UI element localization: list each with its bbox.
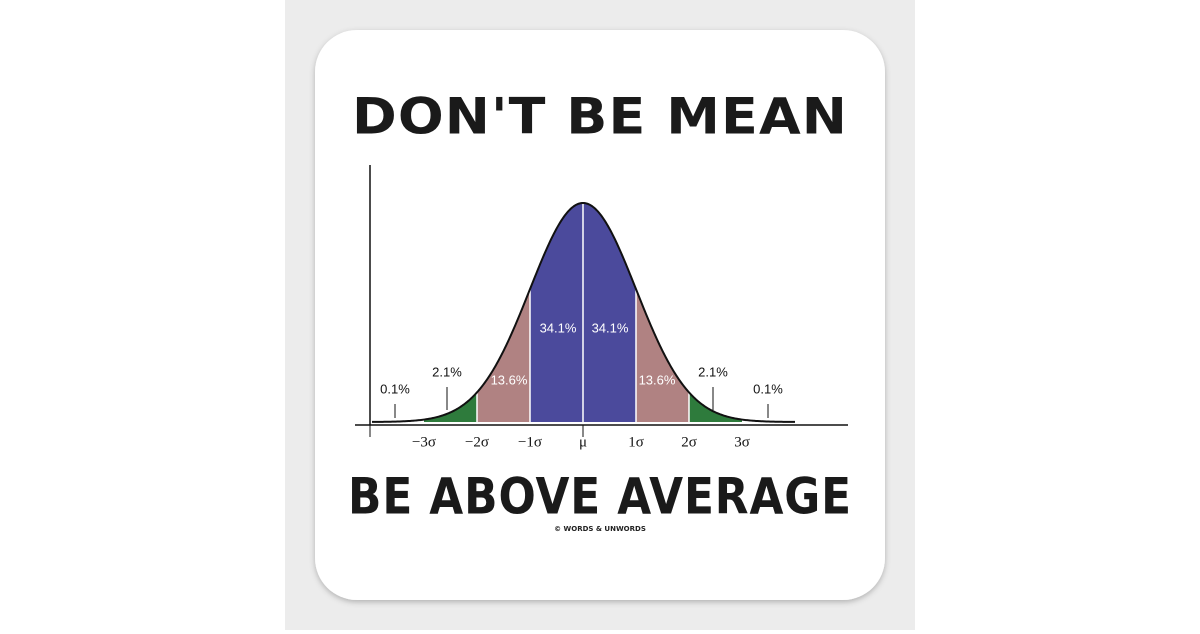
axis-label: 3σ: [734, 434, 750, 450]
region-label: 13.6%: [491, 372, 528, 387]
region-label: 34.1%: [592, 320, 629, 335]
bell-curve-diagram: 0.1% 2.1% 13.6% 34.1% 34.1% 13.6% 2.1% 0.1% −3σ −…: [355, 165, 848, 450]
subtitle: BE ABOVE AVERAGE: [348, 468, 852, 526]
region-label: 34.1%: [540, 320, 577, 335]
title: DON'T BE MEAN: [352, 88, 848, 146]
axis-label: −2σ: [465, 434, 489, 450]
axis-label: −3σ: [412, 434, 436, 450]
axis-label: −1σ: [518, 434, 542, 450]
region-label: 2.1%: [432, 364, 462, 379]
region-label: 2.1%: [698, 364, 728, 379]
axis-label: 2σ: [681, 434, 697, 450]
bell-curve: [371, 201, 796, 423]
axis-label: 1σ: [628, 434, 644, 450]
region-label: 13.6%: [639, 372, 676, 387]
curve-region: [689, 392, 742, 422]
curve-region: [424, 392, 477, 422]
region-label: 0.1%: [380, 381, 410, 396]
axis-label: μ: [579, 434, 587, 450]
credit: © WORDS & UNWORDS: [554, 525, 646, 533]
region-label: 0.1%: [753, 381, 783, 396]
